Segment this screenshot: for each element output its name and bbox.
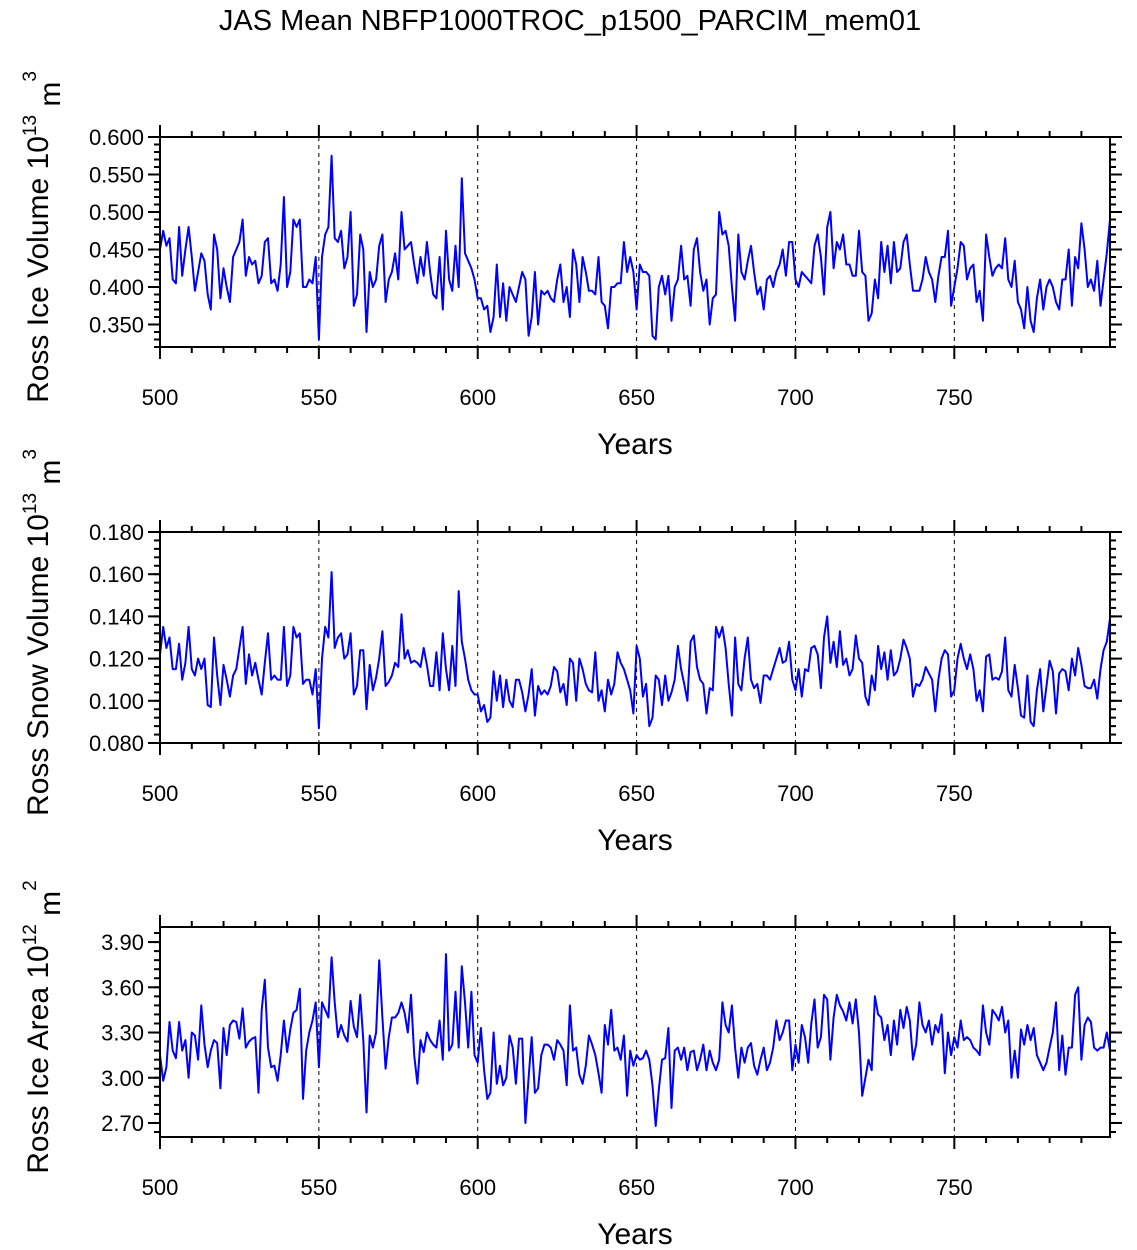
x-tick-label: 600 — [459, 385, 496, 410]
data-series-line — [159, 154, 1111, 341]
x-tick-label: 600 — [459, 781, 496, 806]
plot-frame — [159, 531, 1111, 744]
y-tick-label: 3.60 — [101, 975, 144, 1000]
y-axis-title-ylabel-exp: 13 — [20, 493, 41, 514]
x-tick-label: 550 — [301, 385, 338, 410]
y-axis-title-ylabel-unit: m — [34, 460, 67, 493]
x-tick-label: 650 — [618, 781, 655, 806]
y-tick-label: 0.160 — [89, 562, 144, 587]
y-tick-label: 0.180 — [89, 520, 144, 545]
y-tick-label: 0.550 — [89, 163, 144, 188]
y-tick-label: 2.70 — [101, 1111, 144, 1136]
y-axis-title-ylabel-unit-exp: 2 — [20, 880, 41, 891]
data-series-line — [159, 571, 1111, 730]
y-tick-label: 3.90 — [101, 930, 144, 955]
x-tick-label: 550 — [301, 781, 338, 806]
y-axis-title: Ross Ice Volume 1013 m3 — [20, 71, 67, 403]
x-tick-label: 700 — [777, 1175, 814, 1200]
x-tick-label: 700 — [777, 385, 814, 410]
y-axis-title-ylabel-unit-exp: 3 — [20, 71, 41, 82]
plot-frame — [159, 926, 1111, 1138]
x-tick-label: 700 — [777, 781, 814, 806]
x-tick-label: 650 — [618, 385, 655, 410]
y-tick-label: 0.500 — [89, 200, 144, 225]
y-axis-title-ylabel: Ross Snow Volume 10 — [22, 514, 55, 816]
y-tick-label: 0.600 — [89, 125, 144, 150]
x-tick-label: 600 — [459, 1175, 496, 1200]
x-tick-label: 500 — [142, 781, 179, 806]
y-tick-label: 0.100 — [89, 689, 144, 714]
x-tick-label: 750 — [936, 1175, 973, 1200]
y-axis-title-ylabel-exp: 13 — [20, 115, 41, 136]
y-axis-title-ylabel: Ross Ice Volume 10 — [22, 136, 55, 403]
y-tick-label: 0.400 — [89, 275, 144, 300]
x-tick-label: 500 — [142, 385, 179, 410]
y-axis-title: Ross Snow Volume 1013 m3 — [20, 449, 67, 816]
panel-3: 500 550 600 650 700 750 3.90 3.60 3.30 3.00 2.70 Ye… — [20, 880, 1122, 1250]
chart-title: JAS Mean NBFP1000TROC_p1500_PARCIM_mem01 — [219, 5, 921, 37]
plot-frame — [159, 136, 1111, 348]
y-tick-label: 0.140 — [89, 604, 144, 629]
y-axis-title-ylabel-unit: m — [34, 82, 67, 115]
y-axis-title-ylabel-unit: m — [34, 891, 67, 924]
panel-2: 500 550 600 650 700 750 0.180 0.160 0.140 0.120 0.… — [20, 449, 1122, 857]
x-axis-title: Years — [597, 428, 673, 461]
y-tick-label: 3.30 — [101, 1021, 144, 1046]
y-axis-title-ylabel: Ross Ice Area 10 — [22, 945, 55, 1173]
y-tick-label: 3.00 — [101, 1066, 144, 1091]
y-tick-label: 0.080 — [89, 731, 144, 756]
x-axis-title: Years — [597, 824, 673, 857]
y-tick-label: 0.450 — [89, 238, 144, 263]
data-series-line — [159, 953, 1111, 1127]
y-axis-title-ylabel-unit-exp: 3 — [20, 449, 41, 460]
x-tick-label: 750 — [936, 385, 973, 410]
x-tick-label: 500 — [142, 1175, 179, 1200]
x-tick-label: 750 — [936, 781, 973, 806]
y-axis-title: Ross Ice Area 1012 m2 — [20, 880, 67, 1174]
x-axis-title: Years — [597, 1218, 673, 1250]
y-tick-label: 0.120 — [89, 647, 144, 672]
y-axis-title-ylabel-exp: 12 — [20, 924, 41, 945]
x-tick-label: 550 — [301, 1175, 338, 1200]
y-tick-label: 0.350 — [89, 313, 144, 338]
panel-1: 500 550 600 650 700 750 0.600 0.550 0.500 0.450 0.… — [20, 71, 1122, 461]
x-tick-label: 650 — [618, 1175, 655, 1200]
